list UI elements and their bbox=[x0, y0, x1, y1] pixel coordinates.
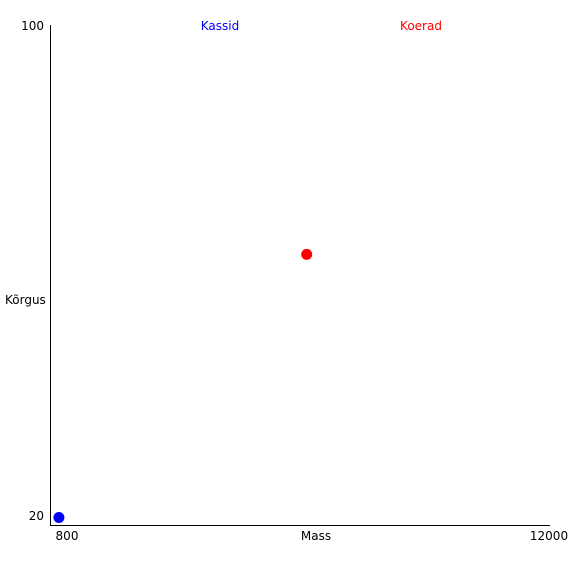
data-point-koerad-0 bbox=[301, 248, 313, 260]
data-points bbox=[53, 248, 313, 523]
legend-label-kassid: Kassid bbox=[201, 19, 239, 33]
x-axis-label: Mass bbox=[301, 529, 331, 543]
y-axis-label: Kõrgus bbox=[5, 293, 46, 307]
x-tick-label-max: 12000 bbox=[530, 529, 568, 543]
data-point-kassid-0 bbox=[53, 512, 65, 523]
y-tick-label-max: 100 bbox=[21, 19, 44, 33]
legend-label-koerad: Koerad bbox=[400, 19, 442, 33]
x-tick-label-min: 800 bbox=[56, 529, 79, 543]
y-tick-label-min: 20 bbox=[29, 509, 44, 523]
